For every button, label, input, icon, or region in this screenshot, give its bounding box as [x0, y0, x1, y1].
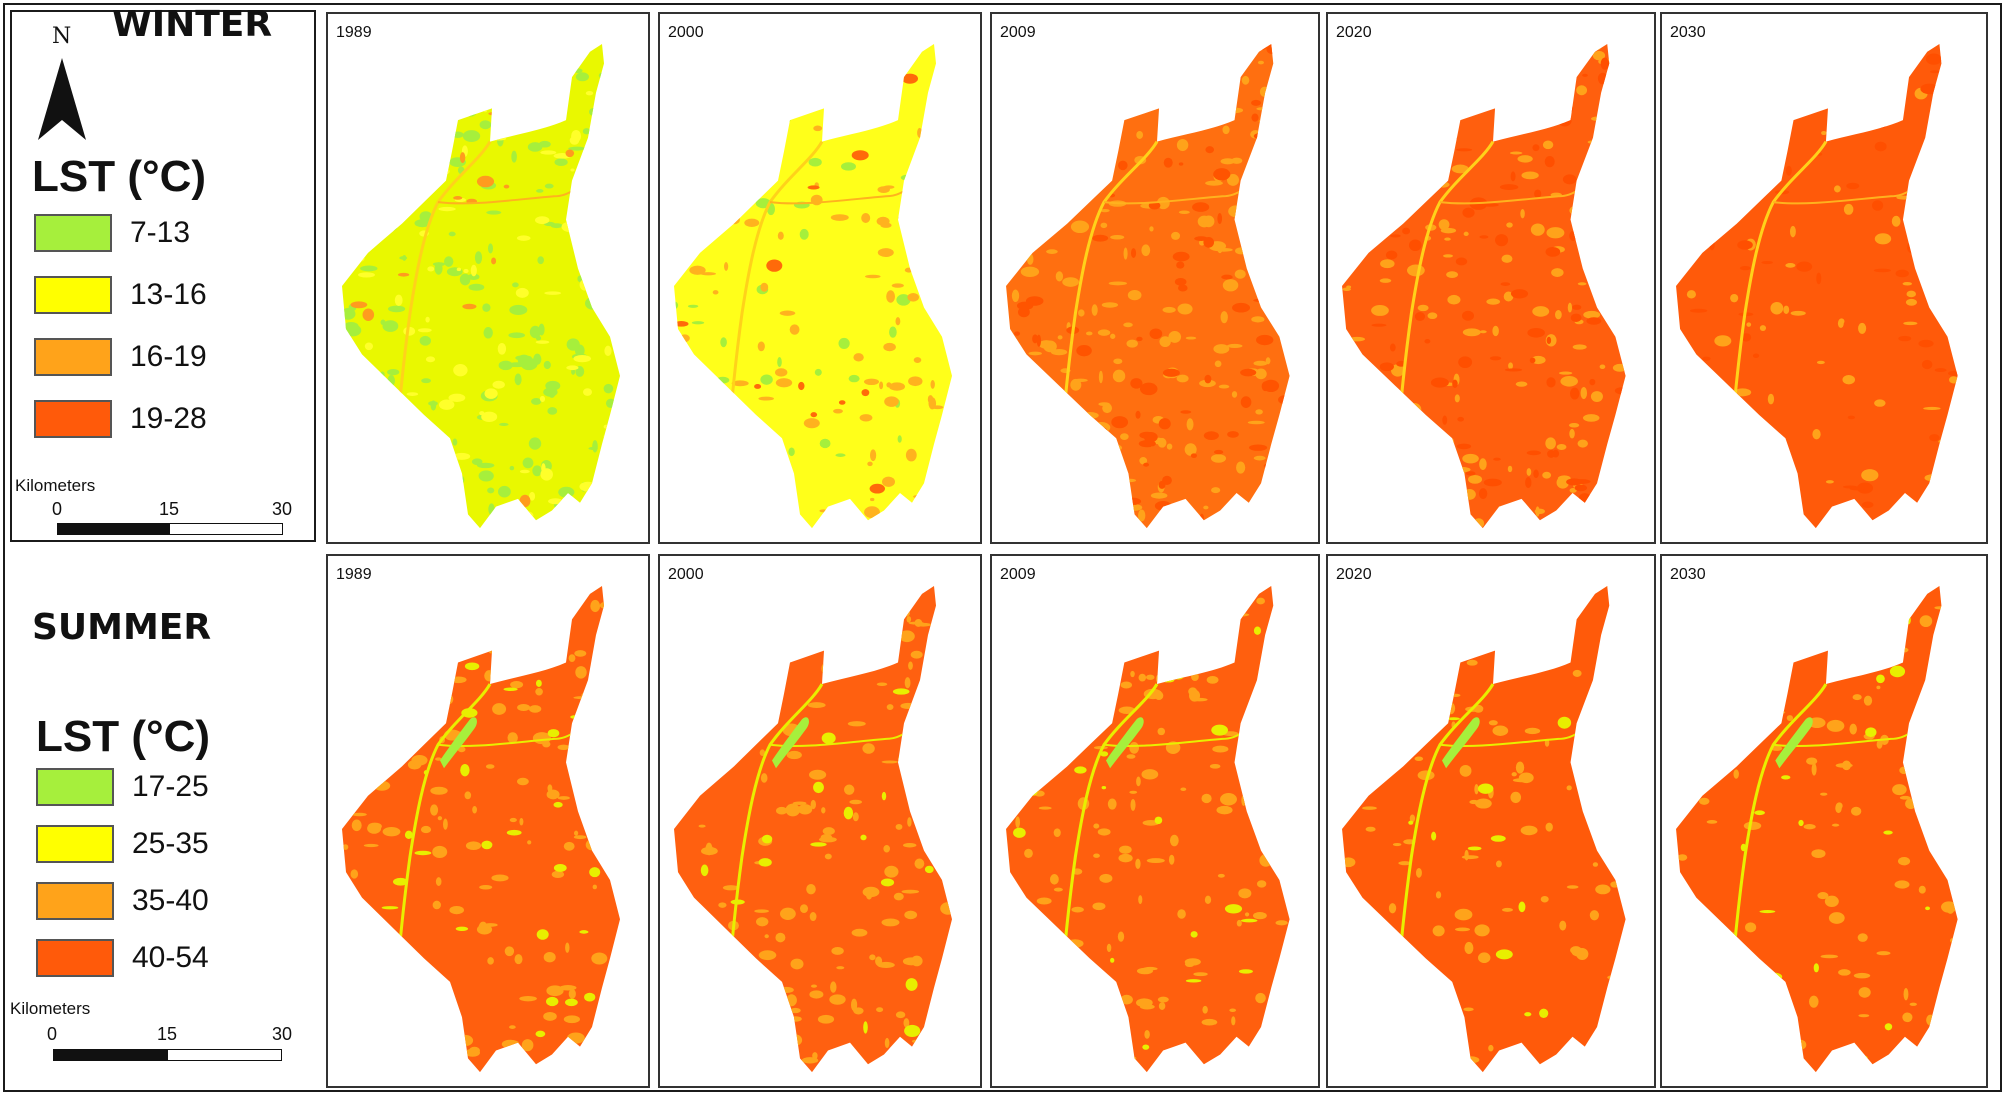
summer-lst-map-2009 — [1006, 586, 1290, 1073]
winter-scale-tick-15: 15 — [159, 499, 180, 519]
map-region — [1676, 44, 1958, 529]
summer-lst-map-2000 — [674, 586, 952, 1073]
summer-scale-tick-0: 0 — [47, 1024, 58, 1044]
map-year-label: 1989 — [336, 566, 372, 583]
summer-legend-label: 40-54 — [132, 941, 209, 974]
map-region — [1342, 44, 1626, 529]
winter-map-panel-2009: 2009 — [990, 12, 1320, 544]
winter-legend-panel — [10, 10, 316, 542]
winter-map-panel-2000: 2000 — [658, 12, 982, 544]
map-year-label: 2000 — [668, 24, 704, 41]
map-year-label: 2009 — [1000, 566, 1036, 583]
summer-map-panel-2030: 2030 — [1660, 554, 1988, 1088]
map-region — [342, 586, 620, 1073]
summer-map-panel-2000: 2000 — [658, 554, 982, 1088]
north-arrow-label: N — [52, 24, 72, 49]
summer-map-panel-2009: 2009 — [990, 554, 1320, 1088]
winter-legend-swatch — [34, 214, 112, 252]
map-year-label: 2020 — [1336, 566, 1372, 583]
summer-scale-tick-15: 15 — [157, 1024, 178, 1044]
map-region — [1342, 586, 1626, 1073]
map-year-label: 1989 — [336, 24, 372, 41]
map-year-label: 2000 — [668, 566, 704, 583]
winter-legend-title: LST (°C) — [32, 152, 207, 201]
winter-legend-label: 7-13 — [130, 216, 191, 249]
winter-scale-tick-30: 30 — [272, 499, 293, 519]
winter-scale-tick-0: 0 — [52, 499, 63, 519]
winter-scale-bar — [57, 523, 283, 535]
map-year-label: 2030 — [1670, 24, 1706, 41]
winter-legend-swatch — [34, 400, 112, 438]
winter-title: WINTER — [112, 4, 273, 45]
map-region — [674, 44, 952, 529]
north-arrow-icon — [38, 58, 86, 140]
summer-map-panel-1989: 1989 — [326, 554, 650, 1088]
summer-title: SUMMER — [32, 607, 212, 648]
map-region — [674, 586, 952, 1073]
map-region — [1006, 44, 1290, 529]
summer-lst-map-2020 — [1342, 586, 1626, 1073]
map-year-label: 2020 — [1336, 24, 1372, 41]
summer-lst-map-2030 — [1676, 586, 1958, 1073]
summer-legend-title: LST (°C) — [36, 712, 211, 761]
winter-lst-map-1989 — [342, 44, 620, 529]
summer-legend-label: 25-35 — [132, 827, 209, 860]
summer-scale-unit: Kilometers — [10, 999, 91, 1018]
winter-lst-map-2009 — [1006, 44, 1290, 529]
summer-scale-tick-30: 30 — [272, 1024, 293, 1044]
map-region — [1676, 586, 1958, 1073]
map-year-label: 2009 — [1000, 24, 1036, 41]
summer-legend-swatch — [36, 825, 114, 863]
summer-scale-bar — [53, 1049, 282, 1061]
winter-map-panel-2030: 2030 — [1660, 12, 1988, 544]
summer-legend-list: 17-25 25-35 35-40 40-54 — [36, 768, 296, 998]
winter-map-panel-2020: 2020 — [1326, 12, 1656, 544]
summer-legend-swatch — [36, 768, 114, 806]
winter-scale-unit: Kilometers — [15, 476, 96, 495]
summer-legend-swatch — [36, 939, 114, 977]
winter-map-panel-1989: 1989 — [326, 12, 650, 544]
winter-lst-map-2000 — [674, 44, 952, 529]
summer-legend-label: 35-40 — [132, 884, 209, 917]
summer-map-panel-2020: 2020 — [1326, 554, 1656, 1088]
summer-lst-map-1989 — [342, 586, 620, 1073]
winter-legend-swatch — [34, 338, 112, 376]
winter-legend-label: 16-19 — [130, 340, 207, 373]
winter-legend-label: 19-28 — [130, 402, 207, 435]
figure-frame — [3, 3, 2002, 1092]
winter-lst-map-2020 — [1342, 44, 1626, 529]
summer-legend-swatch — [36, 882, 114, 920]
summer-legend-label: 17-25 — [132, 770, 209, 803]
map-region — [1006, 586, 1290, 1073]
winter-legend-label: 13-16 — [130, 278, 207, 311]
map-year-label: 2030 — [1670, 566, 1706, 583]
winter-legend-list: 7-13 13-16 16-19 19-28 — [34, 214, 294, 454]
winter-lst-map-2030 — [1676, 44, 1958, 529]
winter-legend-swatch — [34, 276, 112, 314]
